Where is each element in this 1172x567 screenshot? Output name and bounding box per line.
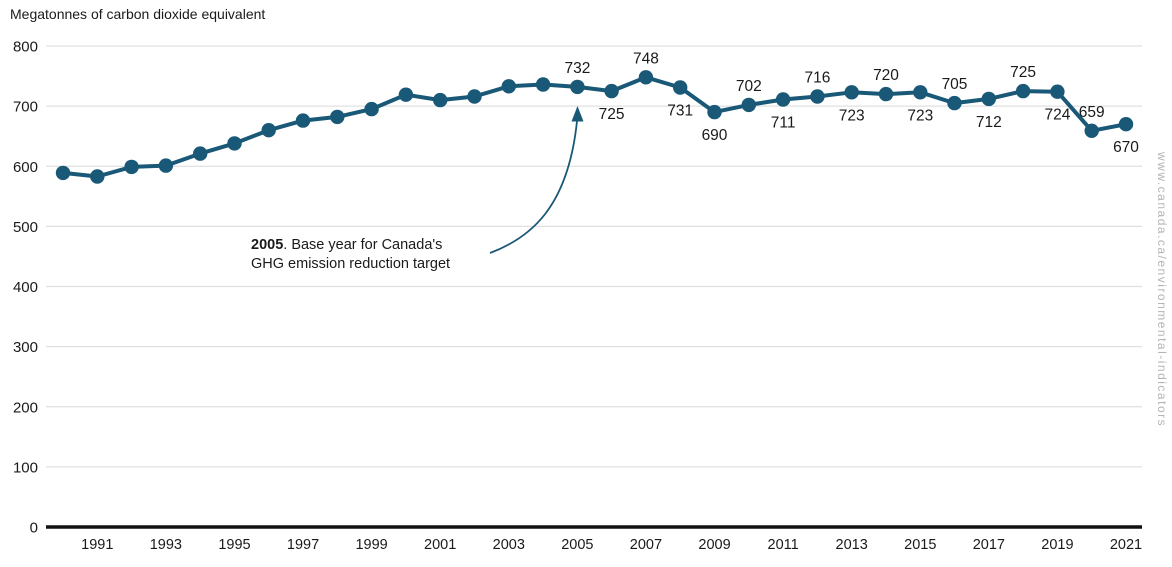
- y-tick-label-600: 600: [13, 159, 38, 176]
- y-tick-label-100: 100: [13, 459, 38, 476]
- y-tick-label-500: 500: [13, 219, 38, 236]
- x-tick-label-2017: 2017: [973, 537, 1005, 553]
- data-point-2003[interactable]: [501, 79, 516, 94]
- x-tick-label-2011: 2011: [768, 537, 799, 553]
- data-point-2016[interactable]: [947, 95, 962, 111]
- data-point-1996[interactable]: [261, 123, 276, 138]
- annotation-line1-text: . Base year for Canada's: [283, 237, 443, 253]
- data-label-2007: 748: [633, 50, 659, 67]
- data-point-2013[interactable]: [844, 85, 859, 100]
- data-point-2014[interactable]: [878, 86, 894, 102]
- annotation-line1: 2005. Base year for Canada's: [251, 236, 450, 255]
- data-point-1991[interactable]: [90, 169, 105, 184]
- data-point-2008[interactable]: [673, 80, 688, 95]
- data-label-2014: 720: [873, 67, 899, 84]
- data-point-2001[interactable]: [433, 92, 448, 108]
- x-tick-label-2019: 2019: [1041, 537, 1073, 553]
- data-label-2021: 670: [1113, 139, 1139, 156]
- data-label-2009: 690: [702, 127, 728, 144]
- annotation-line2: GHG emission reduction target: [251, 256, 451, 272]
- data-point-2015[interactable]: [913, 85, 928, 100]
- data-label-2010: 702: [736, 78, 762, 95]
- data-point-2020[interactable]: [1084, 123, 1099, 138]
- data-point-1998[interactable]: [330, 109, 345, 125]
- x-tick-label-1997: 1997: [287, 537, 319, 553]
- x-tick-label-2009: 2009: [698, 537, 730, 553]
- data-point-2007[interactable]: [638, 70, 654, 85]
- data-label-2013: 723: [839, 107, 865, 124]
- y-tick-label-400: 400: [13, 279, 38, 296]
- data-label-2008: 731: [667, 103, 693, 120]
- x-tick-label-2007: 2007: [630, 537, 662, 553]
- data-point-2000[interactable]: [398, 87, 414, 102]
- data-point-1994[interactable]: [193, 146, 208, 161]
- x-tick-label-2013: 2013: [836, 537, 868, 553]
- annotation-arrow: [489, 120, 578, 254]
- data-label-2011: 711: [771, 115, 796, 132]
- data-label-2015: 723: [907, 107, 933, 124]
- data-point-1999[interactable]: [364, 101, 379, 117]
- data-point-1995[interactable]: [227, 136, 242, 151]
- y-tick-label-300: 300: [13, 339, 38, 356]
- x-tick-label-2005: 2005: [561, 537, 593, 553]
- x-tick-label-1999: 1999: [355, 537, 387, 553]
- data-label-2020: 659: [1079, 104, 1105, 121]
- y-tick-label-700: 700: [13, 99, 38, 116]
- base-year-annotation: 2005. Base year for Canada's GHG emissio…: [251, 236, 450, 274]
- data-label-2012: 716: [804, 70, 830, 87]
- data-point-2021[interactable]: [1118, 117, 1134, 132]
- data-point-1992[interactable]: [124, 159, 139, 175]
- data-point-2011[interactable]: [775, 92, 791, 107]
- chart-title: Megatonnes of carbon dioxide equivalent: [10, 6, 266, 22]
- x-tick-label-1995: 1995: [218, 537, 250, 553]
- data-point-1997[interactable]: [295, 113, 311, 128]
- y-tick-label-200: 200: [13, 399, 38, 416]
- data-point-2004[interactable]: [535, 77, 551, 92]
- data-point-2018[interactable]: [1015, 83, 1031, 99]
- data-point-2005[interactable]: [570, 79, 585, 95]
- x-tick-label-1993: 1993: [150, 537, 182, 553]
- data-label-2017: 712: [976, 114, 1002, 131]
- data-point-1993[interactable]: [158, 158, 174, 173]
- watermark-url: www.canada.ca/environmental-indicators: [1155, 152, 1169, 428]
- x-tick-label-2003: 2003: [493, 537, 525, 553]
- data-label-2018: 725: [1010, 64, 1036, 81]
- annotation-year: 2005: [251, 237, 284, 253]
- data-point-2002[interactable]: [467, 89, 482, 104]
- arrowhead-icon: [571, 106, 584, 122]
- data-point-2006[interactable]: [604, 83, 619, 99]
- data-point-2019[interactable]: [1050, 84, 1065, 99]
- data-point-2012[interactable]: [810, 89, 825, 104]
- data-label-2019: 724: [1044, 107, 1070, 124]
- y-tick-label-0: 0: [30, 520, 38, 537]
- data-point-2010[interactable]: [741, 97, 756, 113]
- x-tick-label-2001: 2001: [424, 537, 456, 553]
- x-tick-label-2015: 2015: [904, 537, 936, 553]
- x-tick-label-2021: 2021: [1110, 537, 1142, 553]
- data-label-2016: 705: [942, 76, 968, 93]
- y-tick-label-800: 800: [13, 39, 38, 56]
- data-label-2005: 732: [564, 60, 590, 77]
- x-tick-label-1991: 1991: [81, 537, 113, 553]
- data-point-1990[interactable]: [55, 165, 71, 181]
- data-point-2017[interactable]: [981, 91, 996, 107]
- data-label-2006: 725: [599, 106, 625, 123]
- data-point-2009[interactable]: [707, 104, 722, 120]
